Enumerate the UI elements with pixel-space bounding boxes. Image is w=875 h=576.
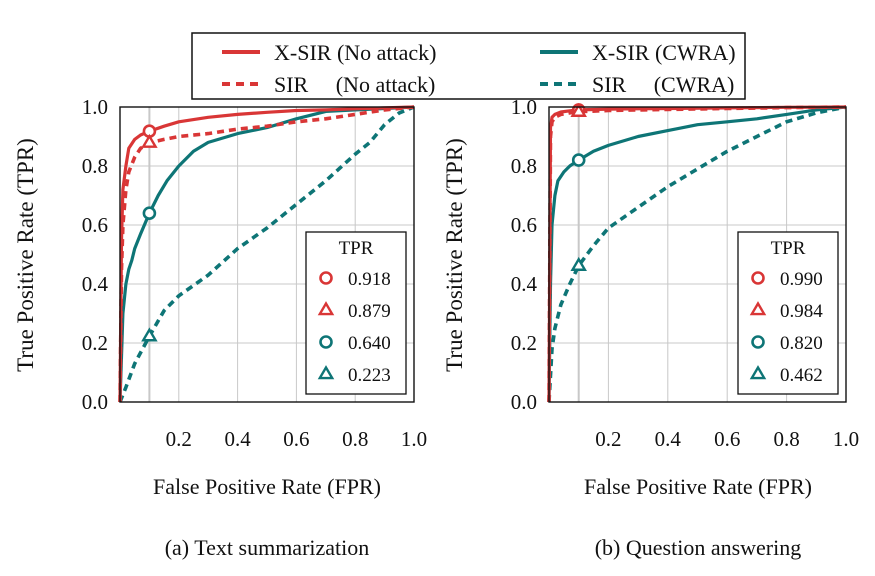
tpr-box-title: TPR [339, 238, 374, 259]
tpr-box-b: TPR 0.990 0.984 0.820 0.462 [737, 231, 839, 395]
roc-curve-sir-cwra [547, 105, 847, 403]
panel-text-summarization: 0.0 0.2 0.4 0.6 0.8 1.0 0.2 0.4 0.6 0.8 1.0 TPR 0.… [13, 95, 427, 560]
tpr-box-marker-sir-cwra [317, 365, 335, 380]
x-tick-label: 0.8 [773, 427, 799, 451]
y-ticks-b: 0.0 0.2 0.4 0.6 0.8 1.0 [511, 95, 538, 414]
x-tick-label: 0.2 [595, 427, 621, 451]
tpr-box-marker-sir-no-attack [317, 301, 335, 316]
y-tick-label: 1.0 [82, 95, 108, 119]
y-tick-label: 0.0 [82, 390, 108, 414]
legend-label-x-sir-cwra: X-SIR (CWRA) [592, 40, 736, 65]
y-tick-label: 0.4 [511, 272, 538, 296]
y-tick-label: 0.6 [511, 213, 537, 237]
legend: X-SIR (No attack) X-SIR (CWRA) SIR (No att… [191, 32, 746, 100]
panel-question-answering: 0.0 0.2 0.4 0.6 0.8 1.0 0.2 0.4 0.6 0.8 1.0 TPR 0.… [442, 95, 859, 560]
marker-x-sir-cwra [571, 153, 586, 167]
tpr-value-sir-no-attack: 0.984 [780, 301, 823, 322]
curves-a [118, 105, 415, 403]
roc-curve-x-sir-cwra [118, 105, 415, 403]
y-tick-label: 0.0 [511, 390, 537, 414]
y-tick-label: 0.8 [511, 154, 537, 178]
tpr-box-marker-x-sir-cwra [319, 335, 333, 349]
marker-sir-no-attack [141, 133, 158, 148]
y-tick-label: 0.6 [82, 213, 108, 237]
x-tick-label: 1.0 [401, 427, 427, 451]
plot-frame-b [548, 106, 847, 403]
marker-sir-no-attack [570, 102, 587, 117]
y-tick-label: 1.0 [511, 95, 537, 119]
x-axis-label-a: False Positive Rate (FPR) [153, 474, 381, 499]
legend-label-sir-cwra: SIR (CWRA) [592, 72, 734, 97]
y-axis-label-b: True Positive Rate (TPR) [442, 138, 467, 372]
y-axis-label-a: True Positive Rate (TPR) [13, 138, 38, 372]
x-ticks-a: 0.2 0.4 0.6 0.8 1.0 [166, 427, 427, 451]
marker-sir-cwra [570, 256, 587, 271]
x-tick-label: 0.2 [166, 427, 192, 451]
tpr-box-marker-x-sir-no-attack [751, 271, 765, 285]
marker-sir-cwra [141, 327, 158, 342]
x-tick-label: 1.0 [833, 427, 859, 451]
tpr-value-sir-cwra: 0.223 [348, 365, 391, 386]
tpr-box-marker-x-sir-cwra [751, 335, 765, 349]
markers-a [141, 124, 158, 342]
tpr-value-x-sir-cwra: 0.640 [348, 333, 391, 354]
x-tick-label: 0.8 [342, 427, 368, 451]
plot-frame-a [119, 106, 415, 403]
roc-curve-sir-cwra [118, 105, 415, 403]
legend-label-x-sir-no-attack: X-SIR (No attack) [274, 40, 437, 65]
roc-curve-x-sir-no-attack [118, 105, 415, 403]
x-axis-label-b: False Positive Rate (FPR) [584, 474, 812, 499]
legend-label-sir-no-attack: SIR (No attack) [274, 72, 435, 97]
tpr-value-sir-no-attack: 0.879 [348, 301, 391, 322]
x-tick-label: 0.4 [224, 427, 251, 451]
y-tick-label: 0.2 [511, 331, 537, 355]
subcaption-a: (a) Text summarization [165, 535, 370, 560]
tpr-box-marker-sir-no-attack [749, 301, 767, 316]
tpr-value-sir-cwra: 0.462 [780, 365, 823, 386]
legend-frame [191, 32, 746, 100]
y-tick-label: 0.4 [82, 272, 109, 296]
x-ticks-b: 0.2 0.4 0.6 0.8 1.0 [595, 427, 859, 451]
x-tick-label: 0.4 [655, 427, 682, 451]
tpr-box-marker-x-sir-no-attack [319, 271, 333, 285]
x-tick-label: 0.6 [714, 427, 740, 451]
x-tick-label: 0.6 [283, 427, 309, 451]
marker-x-sir-cwra [142, 206, 157, 220]
tpr-box-marker-sir-cwra [749, 365, 767, 380]
roc-curve-sir-no-attack [118, 105, 415, 403]
y-ticks-a: 0.0 0.2 0.4 0.6 0.8 1.0 [82, 95, 109, 414]
tpr-value-x-sir-cwra: 0.820 [780, 333, 823, 354]
tpr-value-x-sir-no-attack: 0.918 [348, 269, 391, 290]
tpr-box-title: TPR [771, 238, 806, 259]
roc-curve-x-sir-cwra [547, 105, 847, 403]
tpr-value-x-sir-no-attack: 0.990 [780, 269, 823, 290]
tpr-box-a: TPR 0.918 0.879 0.640 0.223 [305, 231, 407, 395]
y-tick-label: 0.8 [82, 154, 108, 178]
y-tick-label: 0.2 [82, 331, 108, 355]
subcaption-b: (b) Question answering [595, 535, 802, 560]
